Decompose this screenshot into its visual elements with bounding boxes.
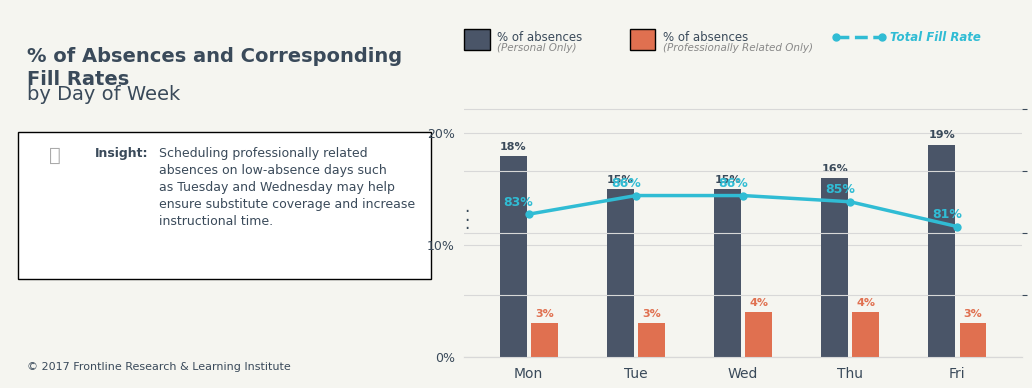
Text: 86%: 86% xyxy=(718,177,748,190)
Text: 83%: 83% xyxy=(504,196,534,209)
Text: 18%: 18% xyxy=(499,142,526,152)
Text: ·: · xyxy=(463,220,470,238)
Text: 4%: 4% xyxy=(857,298,875,308)
Text: 4%: 4% xyxy=(749,298,768,308)
Text: 💡: 💡 xyxy=(49,146,60,165)
Bar xyxy=(852,312,879,357)
FancyBboxPatch shape xyxy=(19,132,431,279)
Text: 3%: 3% xyxy=(964,309,982,319)
Bar xyxy=(714,189,741,357)
Text: 85%: 85% xyxy=(826,184,856,196)
Text: 16%: 16% xyxy=(821,164,848,174)
Text: Scheduling professionally related
absences on low-absence days such
as Tuesday a: Scheduling professionally related absenc… xyxy=(159,147,415,229)
Bar xyxy=(607,189,634,357)
Text: Insight:: Insight: xyxy=(95,147,149,161)
Text: 81%: 81% xyxy=(932,208,962,221)
Text: % of absences: % of absences xyxy=(663,31,748,44)
Text: 86%: 86% xyxy=(611,177,641,190)
Text: 3%: 3% xyxy=(535,309,553,319)
Text: % of absences: % of absences xyxy=(497,31,583,44)
Text: 15%: 15% xyxy=(607,175,634,185)
Text: ·: · xyxy=(463,212,470,230)
Text: by Day of Week: by Day of Week xyxy=(27,85,181,104)
Text: 15%: 15% xyxy=(714,175,741,185)
Bar xyxy=(821,178,848,357)
Bar xyxy=(745,312,772,357)
Text: (Professionally Related Only): (Professionally Related Only) xyxy=(663,43,812,53)
Text: © 2017 Frontline Research & Learning Institute: © 2017 Frontline Research & Learning Ins… xyxy=(27,362,291,372)
Text: % of Absences and Corresponding
Fill Rates: % of Absences and Corresponding Fill Rat… xyxy=(27,47,402,89)
Bar xyxy=(638,324,665,357)
Bar xyxy=(530,324,557,357)
Text: (Personal Only): (Personal Only) xyxy=(497,43,577,53)
Text: Total Fill Rate: Total Fill Rate xyxy=(890,31,980,44)
Text: 19%: 19% xyxy=(929,130,956,140)
Bar xyxy=(929,145,956,357)
Bar xyxy=(960,324,987,357)
Bar xyxy=(499,156,526,357)
Text: ·: · xyxy=(463,203,470,221)
Text: 3%: 3% xyxy=(642,309,660,319)
